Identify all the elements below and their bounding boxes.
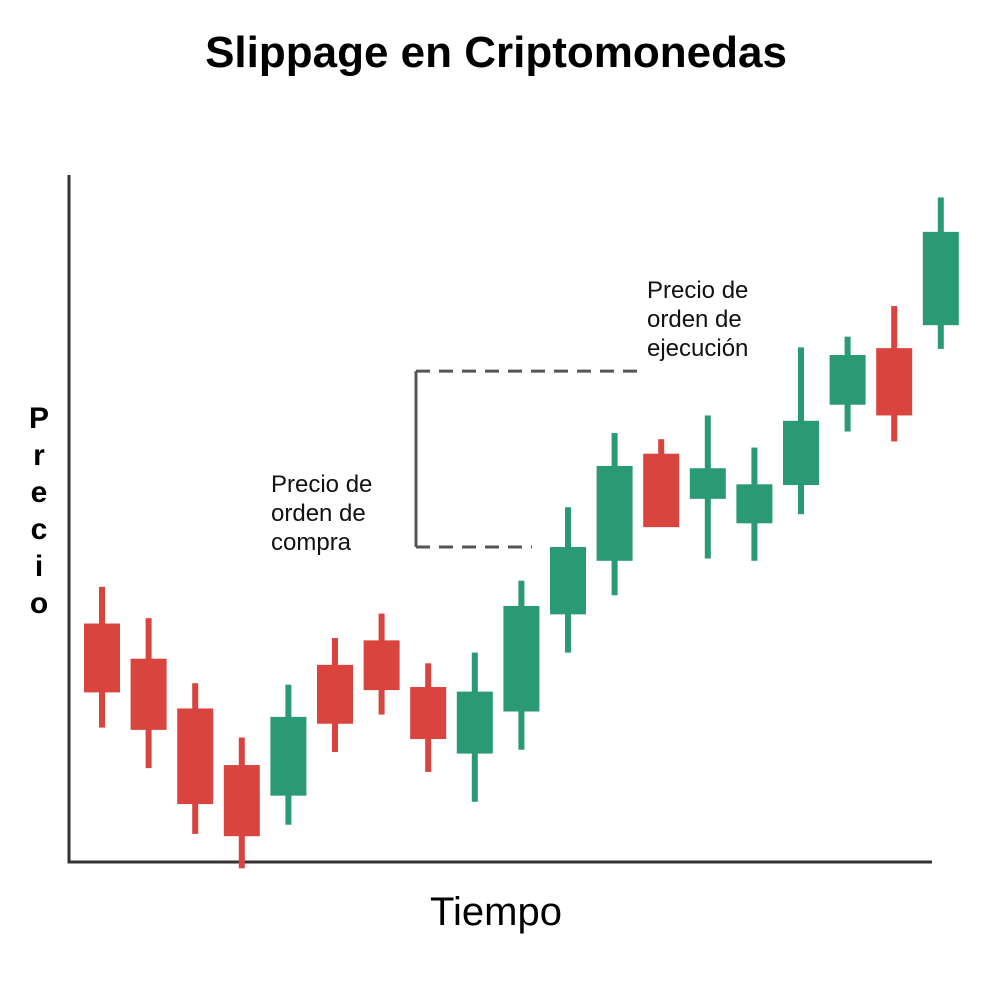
candle-body-down <box>643 454 679 527</box>
candle-body-up <box>550 547 586 614</box>
candle-body-up <box>597 466 633 561</box>
x-axis-label: Tiempo <box>0 890 992 935</box>
candle-body-down <box>84 624 120 693</box>
candle-body-up <box>690 468 726 499</box>
candle-body-down <box>876 348 912 415</box>
candle-body-up <box>270 717 306 796</box>
candle-body-up <box>736 484 772 523</box>
candle-body-up <box>783 421 819 485</box>
candle-body-up <box>503 606 539 712</box>
candle-body-down <box>177 708 213 804</box>
candle-body-up <box>923 232 959 325</box>
candle-body-down <box>224 765 260 836</box>
candle-body-down <box>317 665 353 724</box>
candle-body-down <box>131 659 167 730</box>
candle-body-up <box>830 355 866 405</box>
buy-price-annotation: Precio de orden de compra <box>271 471 372 556</box>
candle-body-up <box>457 692 493 754</box>
candle-body-down <box>364 640 400 690</box>
execution-price-annotation: Precio de orden de ejecución <box>647 277 748 362</box>
candle-body-down <box>410 687 446 739</box>
